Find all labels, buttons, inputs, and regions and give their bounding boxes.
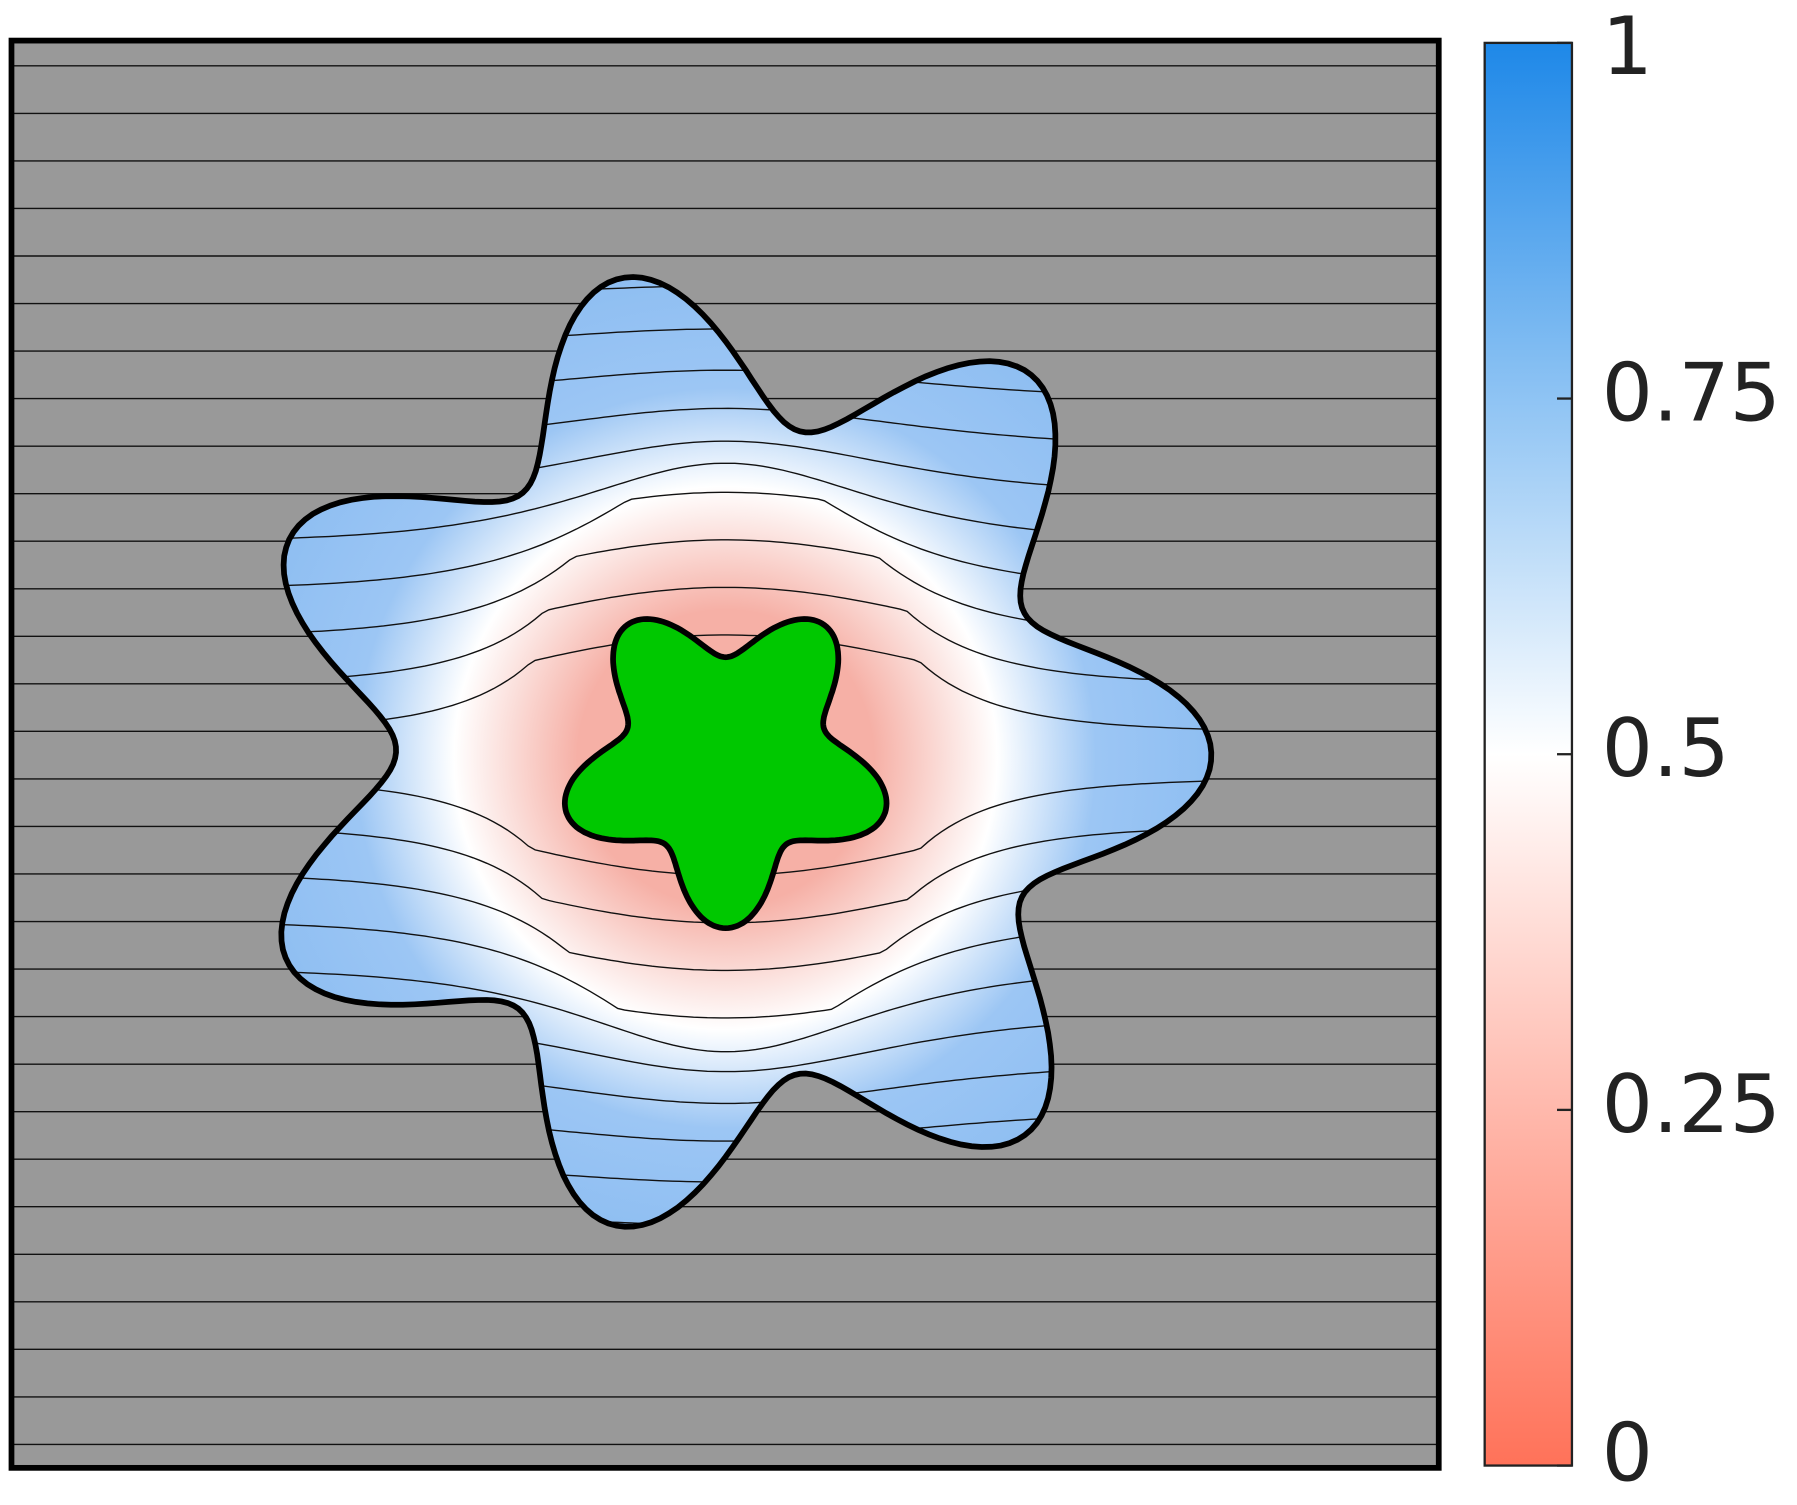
plot-frame: [8, 37, 1442, 1471]
colorbar-axis: 0 0.25 0.5 0.75 1: [1557, 0, 1781, 1500]
colorbar-tick-label: 0.5: [1602, 701, 1730, 795]
streamline: [281, 634, 1212, 732]
outer-boundary: [278, 274, 1215, 1230]
plot-area: [11, 40, 1439, 1468]
colorbar-tick-label: 0.25: [1602, 1057, 1781, 1151]
colorbar-tick-label: 1: [1602, 0, 1653, 93]
obstacle: [561, 616, 890, 932]
colorbar-tick-label: 0.75: [1602, 346, 1781, 440]
colorbar-tick-label: 0: [1602, 1406, 1653, 1500]
